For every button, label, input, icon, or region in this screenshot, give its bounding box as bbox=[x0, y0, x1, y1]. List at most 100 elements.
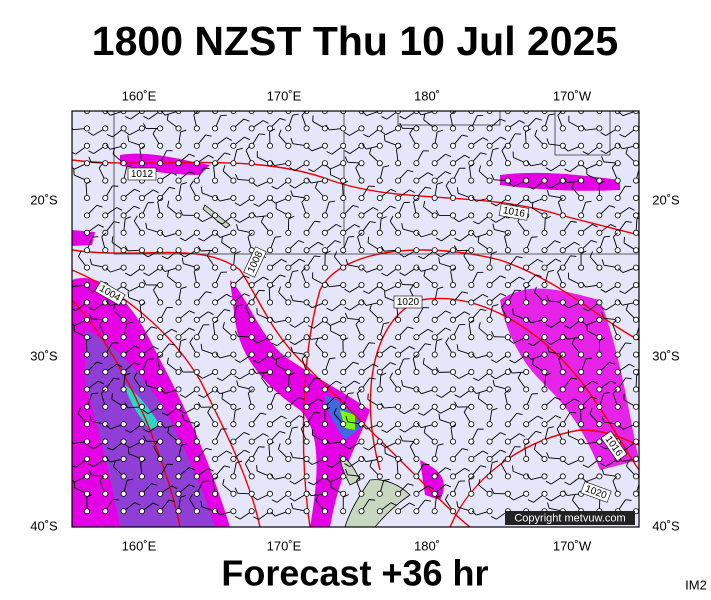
barb-flag bbox=[367, 236, 370, 243]
barb-staff bbox=[270, 111, 271, 112]
barb-flag bbox=[468, 319, 475, 324]
barb-station bbox=[578, 194, 585, 201]
barb-flag bbox=[380, 372, 387, 376]
barb-station bbox=[303, 508, 310, 515]
barb-flag bbox=[492, 379, 495, 386]
barb-flag bbox=[307, 178, 312, 184]
barb-flag bbox=[344, 445, 350, 450]
barb-station bbox=[541, 264, 548, 271]
barb-station bbox=[102, 403, 109, 410]
barb-station bbox=[449, 194, 456, 201]
barb-flag bbox=[490, 359, 497, 363]
barb-flag bbox=[563, 333, 568, 340]
barb-flag bbox=[243, 275, 250, 279]
barb-flag bbox=[468, 476, 474, 481]
barb-station bbox=[633, 125, 639, 132]
barb-flag bbox=[160, 423, 166, 429]
barb-station bbox=[376, 490, 383, 497]
barb-flag bbox=[574, 241, 580, 246]
barb-flag bbox=[99, 476, 105, 482]
barb-flag bbox=[355, 162, 360, 169]
barb-station bbox=[486, 403, 493, 410]
barb-station bbox=[248, 194, 255, 201]
barb-flag bbox=[79, 94, 82, 99]
barb-flag bbox=[456, 501, 459, 508]
barb-flag bbox=[91, 392, 98, 395]
barb-flag bbox=[259, 133, 266, 135]
barb-flag bbox=[188, 484, 195, 488]
barb-station bbox=[596, 212, 603, 219]
barb-station bbox=[468, 247, 475, 254]
barb-flag bbox=[325, 124, 330, 131]
barb-flag bbox=[516, 412, 523, 416]
barb-flag bbox=[234, 202, 241, 207]
barb-flag bbox=[363, 133, 369, 138]
barb-station bbox=[395, 403, 402, 410]
barb-flag bbox=[171, 172, 178, 176]
barb-flag bbox=[168, 499, 175, 502]
barb-station bbox=[376, 386, 383, 393]
barb-station bbox=[212, 455, 219, 462]
barb-flag bbox=[234, 218, 240, 223]
barb-flag bbox=[361, 300, 367, 306]
barb-station bbox=[376, 508, 383, 515]
barb-flag bbox=[329, 200, 336, 203]
barb-flag bbox=[290, 137, 294, 144]
barb-flag bbox=[326, 307, 333, 312]
barb-flag bbox=[124, 115, 131, 120]
barb-station bbox=[486, 299, 493, 306]
barb-station bbox=[212, 247, 219, 254]
barb-station bbox=[175, 351, 182, 358]
barb-station bbox=[578, 455, 585, 462]
barb-flag bbox=[247, 388, 254, 394]
barb-station bbox=[578, 212, 585, 219]
barb-station bbox=[523, 177, 530, 184]
barb-flag bbox=[205, 291, 212, 294]
barb-station bbox=[84, 247, 91, 254]
barb-flag bbox=[603, 392, 610, 394]
barb-flag bbox=[133, 372, 138, 379]
barb-flag bbox=[208, 311, 214, 316]
barb-flag bbox=[646, 362, 652, 364]
barb-station bbox=[175, 142, 182, 149]
barb-flag bbox=[527, 186, 534, 190]
barb-flag bbox=[179, 237, 186, 242]
barb-station bbox=[285, 334, 292, 341]
barb-flag bbox=[189, 171, 195, 175]
barb-flag bbox=[134, 188, 141, 193]
barb-flag bbox=[236, 380, 239, 387]
barb-station bbox=[504, 160, 511, 167]
barb-station bbox=[596, 142, 603, 149]
barb-flag bbox=[106, 133, 113, 138]
barb-station bbox=[468, 368, 475, 375]
barb-station bbox=[285, 368, 292, 375]
barb-station bbox=[212, 125, 219, 132]
barb-station bbox=[138, 299, 145, 306]
barb-flag bbox=[348, 235, 355, 238]
barb-station bbox=[157, 177, 164, 184]
barb-flag bbox=[314, 255, 321, 258]
barb-flag bbox=[252, 211, 257, 218]
barb-flag bbox=[124, 245, 129, 252]
barb-station bbox=[376, 438, 383, 445]
barb-flag bbox=[160, 231, 166, 237]
barb-station bbox=[395, 334, 402, 341]
barb-station bbox=[102, 125, 109, 132]
barb-flag bbox=[526, 317, 532, 323]
barb-flag bbox=[221, 392, 224, 399]
barb-station bbox=[449, 316, 456, 323]
barb-flag bbox=[208, 467, 214, 472]
barb-flag bbox=[526, 474, 532, 480]
lat-label: 30˚S bbox=[652, 348, 680, 363]
barb-station bbox=[321, 386, 328, 393]
barb-station bbox=[413, 403, 420, 410]
barb-flag bbox=[592, 224, 598, 228]
lon-label: 180˚ bbox=[414, 538, 440, 553]
barb-station bbox=[376, 212, 383, 219]
barb-station bbox=[449, 438, 456, 445]
barb-station bbox=[486, 455, 493, 462]
barb-station bbox=[321, 508, 328, 515]
barb-station bbox=[395, 264, 402, 271]
barb-flag bbox=[390, 345, 397, 349]
barb-station bbox=[395, 247, 402, 254]
